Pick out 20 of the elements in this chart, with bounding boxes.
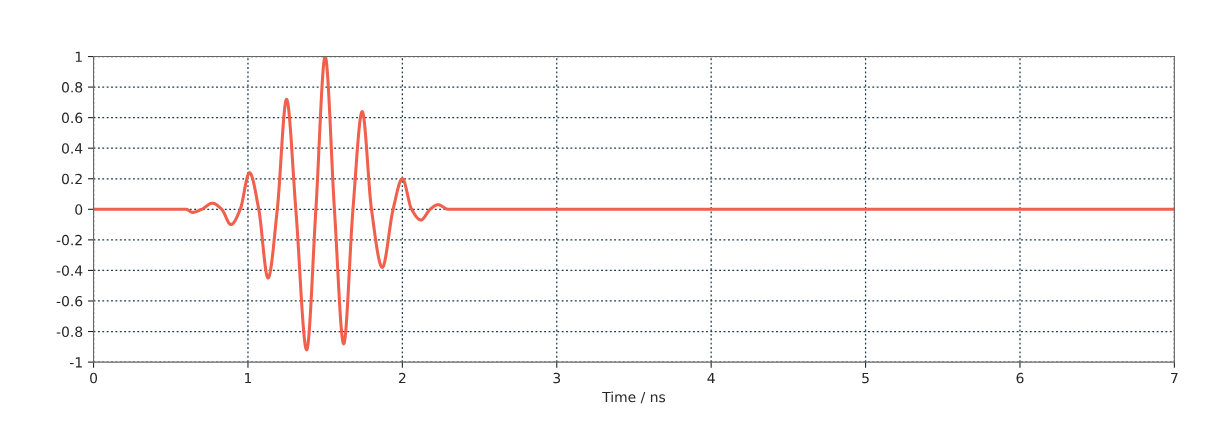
y-tick-label: 1 <box>75 51 82 62</box>
y-tick-label: -0.4 <box>56 265 83 276</box>
x-tick-label: 4 <box>707 372 715 384</box>
y-tick-label: 0.6 <box>61 112 83 124</box>
x-tick-label: 2 <box>398 372 406 384</box>
y-tick-label: -0.8 <box>56 326 83 338</box>
x-tick-label: 7 <box>1171 372 1178 384</box>
y-tick-label: 0.2 <box>61 173 82 185</box>
y-tick-label: 0.8 <box>61 82 83 93</box>
x-tick-label: 1 <box>245 372 252 384</box>
y-tick-label: 0 <box>75 204 83 215</box>
x-axis-title: Time / ns <box>602 391 666 404</box>
x-tick-label: 0 <box>90 372 98 384</box>
y-tick-label: -0.6 <box>56 295 83 307</box>
x-tick-label: 6 <box>1016 372 1024 384</box>
y-tick-label: -0.2 <box>56 234 82 246</box>
y-tick-label: -1 <box>69 357 82 368</box>
x-tick-label: 5 <box>862 372 869 384</box>
y-tick-label: 0.4 <box>61 143 83 154</box>
x-tick-label: 3 <box>553 372 561 384</box>
